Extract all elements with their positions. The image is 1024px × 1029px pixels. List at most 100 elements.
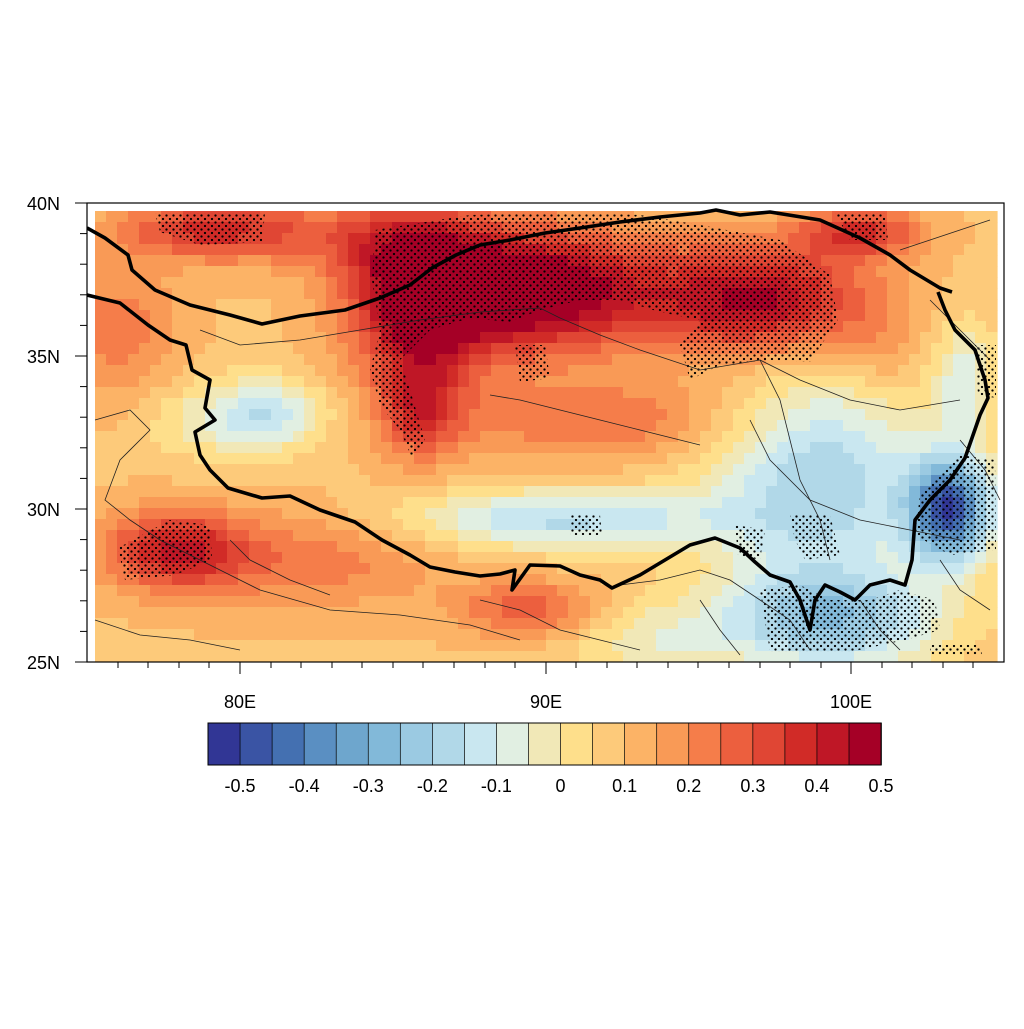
field-cell (172, 420, 184, 432)
field-cell (205, 618, 217, 630)
field-cell (304, 574, 316, 586)
field-cell (590, 607, 602, 619)
field-cell (491, 343, 503, 355)
field-cell (590, 398, 602, 410)
field-cell (370, 497, 382, 509)
field-cell (293, 530, 305, 542)
field-cell (557, 607, 569, 619)
field-cell (95, 354, 107, 366)
field-cell (480, 519, 492, 531)
field-cell (777, 222, 789, 234)
field-cell (95, 618, 107, 630)
field-cell (216, 508, 228, 520)
field-cell (95, 596, 107, 608)
field-cell (502, 640, 514, 652)
field-cell (480, 552, 492, 564)
field-cell (436, 387, 448, 399)
lon-tick-label: 80E (224, 692, 256, 712)
field-cell (601, 464, 613, 476)
field-cell (139, 596, 151, 608)
field-cell (909, 299, 921, 311)
field-cell (876, 376, 888, 388)
field-cell (491, 497, 503, 509)
field-cell (909, 255, 921, 267)
field-cell (293, 607, 305, 619)
field-cell (183, 497, 195, 509)
field-cell (194, 321, 206, 333)
field-cell (227, 365, 239, 377)
field-cell (590, 310, 602, 322)
field-cell (469, 365, 481, 377)
field-cell (678, 431, 690, 443)
field-cell (293, 574, 305, 586)
field-cell (139, 640, 151, 652)
field-cell (920, 398, 932, 410)
field-cell (249, 574, 261, 586)
field-cell (612, 299, 624, 311)
field-cell (282, 552, 294, 564)
field-cell (238, 497, 250, 509)
field-cell (887, 563, 899, 575)
field-cell (810, 475, 822, 487)
field-cell (667, 387, 679, 399)
field-cell (909, 442, 921, 454)
field-cell (106, 398, 118, 410)
field-cell (777, 420, 789, 432)
field-cell (392, 453, 404, 465)
field-cell (249, 244, 261, 256)
field-cell (656, 651, 668, 662)
field-cell (425, 211, 437, 223)
field-cell (205, 442, 217, 454)
field-cell (315, 332, 327, 344)
field-cell (579, 618, 591, 630)
field-cell (821, 266, 833, 278)
field-cell (172, 376, 184, 388)
field-cell (777, 464, 789, 476)
field-cell (436, 343, 448, 355)
field-cell (722, 640, 734, 652)
field-cell (854, 409, 866, 421)
field-cell (513, 596, 525, 608)
field-cell (931, 563, 943, 575)
field-cell (843, 266, 855, 278)
plateau-boundary (87, 208, 990, 632)
field-cell (183, 574, 195, 586)
field-cell (865, 354, 877, 366)
field-cell (898, 255, 910, 267)
field-cell (942, 255, 954, 267)
field-cell (95, 497, 107, 509)
field-cell (931, 585, 943, 597)
field-cell (777, 475, 789, 487)
field-cell (733, 376, 745, 388)
field-cell (282, 596, 294, 608)
field-cell (337, 343, 349, 355)
field-cell (293, 453, 305, 465)
field-cell (128, 321, 140, 333)
field-cell (370, 629, 382, 641)
field-cell (403, 464, 415, 476)
field-cell (128, 442, 140, 454)
field-cell (293, 464, 305, 476)
field-cell (832, 420, 844, 432)
field-cell (161, 508, 173, 520)
field-cell (271, 497, 283, 509)
field-cell (282, 618, 294, 630)
field-cell (513, 376, 525, 388)
field-cell (227, 552, 239, 564)
field-cell (205, 508, 217, 520)
field-cell (469, 618, 481, 630)
field-cell (128, 420, 140, 432)
field-cell (293, 486, 305, 498)
field-cell (887, 409, 899, 421)
field-cell (876, 464, 888, 476)
field-cell (414, 618, 426, 630)
field-cell (238, 420, 250, 432)
field-cell (414, 387, 426, 399)
colorbar-swatch (432, 722, 466, 766)
field-cell (942, 244, 954, 256)
field-cell (458, 629, 470, 641)
field-cell (535, 640, 547, 652)
field-cell (865, 497, 877, 509)
field-cell (953, 629, 965, 641)
